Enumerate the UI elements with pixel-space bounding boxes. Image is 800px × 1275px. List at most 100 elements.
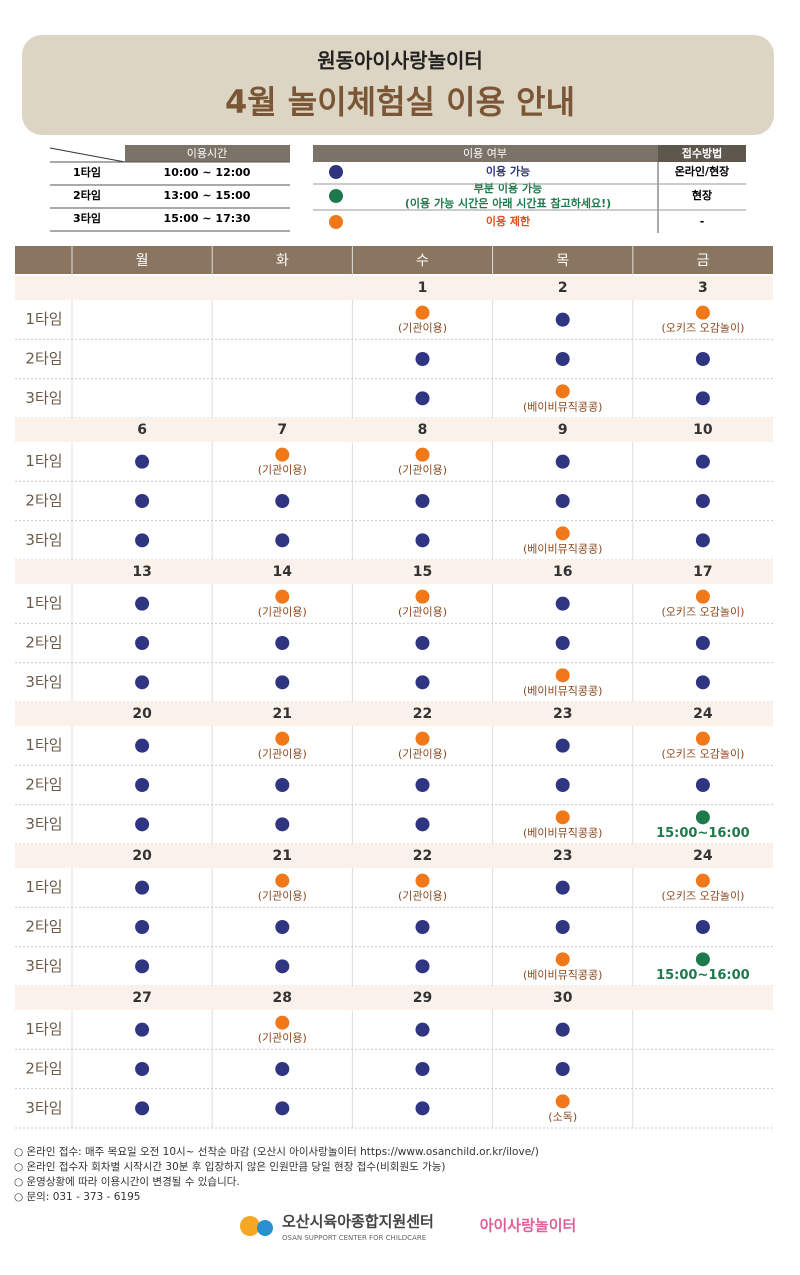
cell-note: (오키즈 오감놀이) <box>661 322 744 335</box>
date: 27 <box>132 990 151 1006</box>
cell-note: (기관이용) <box>258 1032 307 1045</box>
slot-label: 2타임 <box>25 350 62 368</box>
date: 22 <box>413 848 432 864</box>
status-dot <box>135 596 150 611</box>
status-dot <box>275 533 290 548</box>
date: 24 <box>693 706 713 722</box>
cell-note: (베이비뮤직콩콩) <box>523 684 602 697</box>
cell-note: (기관이용) <box>398 748 447 761</box>
title: 4월 놀이체험실 이용 안내 <box>225 83 575 121</box>
status-dot <box>415 817 430 832</box>
cell-note: (기관이용) <box>258 748 307 761</box>
date-row <box>15 560 773 584</box>
cell-note: (기관이용) <box>258 890 307 903</box>
status-dot <box>275 731 290 746</box>
status-dot <box>555 1022 570 1037</box>
note: ○ 온라인 접수자 회차별 시작시간 30분 후 입장하지 않은 인원만큼 당일… <box>14 1160 446 1173</box>
diag <box>49 147 126 163</box>
status-dot <box>695 391 710 406</box>
logo-mark <box>257 1220 273 1236</box>
date-row <box>15 986 773 1010</box>
slot-label: 2타임 <box>25 1060 62 1078</box>
status-dot <box>415 731 430 746</box>
status-dot <box>415 391 430 406</box>
header-box <box>22 35 774 135</box>
slot-label: 3타임 <box>25 673 62 691</box>
status-dot <box>555 1062 570 1076</box>
date: 16 <box>553 564 572 580</box>
status-dot <box>695 952 710 967</box>
status-dot <box>695 731 710 746</box>
date-row <box>15 418 773 442</box>
status-dot <box>415 447 430 462</box>
slot-label: 2타임 <box>25 634 62 652</box>
center-en: OSAN SUPPORT CENTER FOR CHILDCARE <box>282 1234 426 1242</box>
status-dot <box>415 305 430 320</box>
cell-note: (소독) <box>548 1110 577 1123</box>
note: ○ 운영상황에 따라 이용시간이 변경될 수 있습니다. <box>14 1175 240 1188</box>
status-dot <box>695 810 710 825</box>
note: ○ 문의: 031 - 373 - 6195 <box>14 1191 140 1203</box>
date: 2 <box>558 280 568 296</box>
date: 24 <box>693 848 713 864</box>
method: - <box>700 215 705 228</box>
status-dot <box>415 636 430 650</box>
date: 1 <box>418 280 428 296</box>
logo-mark <box>240 1216 260 1236</box>
status-dot <box>555 810 570 825</box>
status-dot <box>415 778 430 792</box>
day-head: 금 <box>696 253 709 269</box>
status-dot <box>135 959 150 974</box>
date: 28 <box>273 990 292 1006</box>
slot-time: 10:00 ~ 12:00 <box>164 166 251 179</box>
slot-label: 3타임 <box>25 531 62 549</box>
slot-name: 2타임 <box>73 188 101 202</box>
status-dot <box>135 1022 150 1037</box>
status-dot <box>695 873 710 888</box>
status-dot <box>695 636 710 650</box>
status-dot <box>555 454 570 469</box>
date: 20 <box>132 848 152 864</box>
date: 15 <box>413 564 432 580</box>
status-dot <box>555 738 570 753</box>
date: 3 <box>698 280 708 296</box>
content: 1타임 10:00 ~ 12:00 2타임 13:00 ~ 15:00 3타임 15:00… <box>14 161 773 1242</box>
status-dot <box>555 494 570 508</box>
status-dot <box>275 589 290 604</box>
status-dot <box>275 1101 290 1116</box>
cell-note: (오키즈 오감놀이) <box>661 748 744 761</box>
slot-label: 1타임 <box>25 736 62 754</box>
status-dot <box>555 668 570 683</box>
status-dot <box>695 494 710 508</box>
slot-label: 3타임 <box>25 815 62 833</box>
legend-dot <box>329 165 343 179</box>
status-dot <box>415 494 430 508</box>
status-dot <box>555 526 570 541</box>
status-dot <box>415 1062 430 1076</box>
legend-label: 이용 제한 <box>486 214 530 228</box>
date: 29 <box>413 990 432 1006</box>
slot-label: 3타임 <box>25 389 62 407</box>
status-dot <box>415 920 430 934</box>
status-dot <box>275 675 290 690</box>
cell-note: (오키즈 오감놀이) <box>661 606 744 619</box>
legend-label: 부분 이용 가능 <box>474 181 542 195</box>
date: 23 <box>553 706 572 722</box>
status-dot <box>555 778 570 792</box>
status-dot <box>135 1101 150 1116</box>
cell-note: 15:00~16:00 <box>656 968 750 983</box>
date: 9 <box>558 422 568 438</box>
date: 23 <box>553 848 572 864</box>
status-dot <box>135 494 150 508</box>
cell-note: (기관이용) <box>258 606 307 619</box>
status-dot <box>415 1101 430 1116</box>
cell-note: (오키즈 오감놀이) <box>661 890 744 903</box>
status-dot <box>275 920 290 934</box>
legend-label: 이용 가능 <box>486 164 530 178</box>
cell-note: 15:00~16:00 <box>656 826 750 841</box>
status-dot <box>695 778 710 792</box>
brand: 아이사랑놀이터 <box>480 1217 577 1235</box>
slot-name: 1타임 <box>73 165 101 179</box>
date-row <box>15 844 773 868</box>
